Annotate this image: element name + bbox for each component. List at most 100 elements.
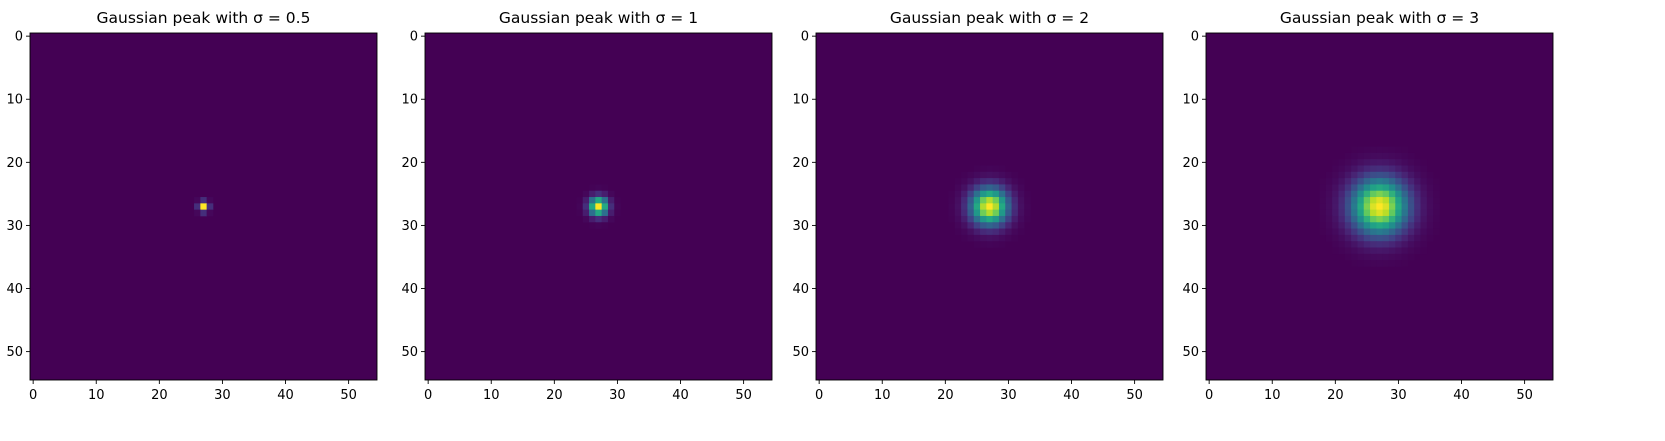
heatmap-cell	[1332, 165, 1339, 173]
heatmap-cell	[1433, 190, 1440, 198]
heatmap-cell	[1388, 203, 1396, 211]
heatmap-cell	[1344, 247, 1352, 255]
heatmap-cell	[980, 165, 987, 173]
heatmap-cell	[1376, 215, 1384, 223]
heatmap-cell	[1376, 159, 1384, 166]
heatmap-cell	[1395, 178, 1402, 185]
heatmap-cell	[194, 209, 201, 217]
heatmap-cell	[1344, 253, 1352, 261]
heatmap-cell	[986, 228, 994, 236]
y-tick-label: 50	[1182, 345, 1199, 360]
heatmap-cell	[589, 184, 596, 192]
heatmap-cell	[954, 222, 962, 229]
heatmap-cell	[986, 215, 994, 223]
x-tick-label: 40	[672, 388, 689, 403]
heatmap-cell	[1370, 253, 1377, 261]
heatmap-cell	[1363, 215, 1371, 223]
heatmap-cell	[1363, 184, 1371, 192]
heatmap-cell	[998, 215, 1006, 223]
heatmap-cell	[1376, 203, 1384, 211]
heatmap-cell	[1420, 215, 1428, 223]
heatmap-cell	[601, 222, 609, 229]
heatmap-cell	[998, 241, 1006, 248]
heatmap-cell	[1011, 228, 1019, 236]
heatmap-cell	[1357, 260, 1365, 267]
heatmap-cell	[1414, 190, 1421, 198]
heatmap-cell	[980, 190, 987, 198]
heatmap-cell	[1017, 228, 1025, 236]
y-tick-label: 30	[1182, 219, 1199, 234]
heatmap-cell	[1363, 234, 1371, 242]
y-tick-label: 0	[801, 30, 809, 45]
heatmap-cell	[1325, 184, 1333, 192]
heatmap-cell	[1401, 159, 1409, 166]
heatmap-cell	[1395, 159, 1402, 166]
x-tick-label: 0	[1205, 388, 1213, 403]
heatmap-cell	[1382, 234, 1390, 242]
heatmap-cell	[1017, 222, 1025, 229]
heatmap-cell	[1357, 222, 1365, 229]
heatmap-cell	[998, 222, 1006, 229]
heatmap-cell	[1017, 215, 1025, 223]
x-tick-label: 50	[1126, 388, 1143, 403]
axes-frame	[424, 32, 773, 381]
x-tick-label: 10	[88, 388, 105, 403]
heatmap-cell	[992, 171, 1000, 179]
y-tick-label: 10	[401, 93, 418, 108]
heatmap-cell	[576, 203, 584, 211]
heatmap-cell	[1426, 215, 1434, 223]
heatmap-cell	[1357, 253, 1365, 261]
heatmap-cell	[1319, 222, 1327, 229]
heatmap-cell	[1338, 171, 1346, 179]
heatmap-cell	[973, 215, 981, 223]
heatmap-cell	[1401, 171, 1409, 179]
heatmap-cell	[1319, 228, 1327, 236]
heatmap-cell	[1401, 146, 1409, 154]
heatmap-cell	[1370, 228, 1377, 236]
heatmap-cell	[1407, 253, 1415, 261]
heatmap-cell	[1017, 203, 1025, 211]
heatmap-cell	[1011, 222, 1019, 229]
heatmap-cell	[1420, 228, 1428, 236]
heatmap-cell	[595, 197, 603, 204]
axes-frame	[815, 32, 1164, 381]
heatmap-cell	[961, 184, 968, 192]
heatmap-cell	[1357, 190, 1365, 198]
heatmap-cell	[1433, 203, 1440, 211]
heatmap-cell	[601, 203, 609, 211]
heatmap-cell	[1338, 203, 1346, 211]
heatmap-cell	[1357, 203, 1365, 211]
heatmap-cell	[961, 209, 968, 217]
heatmap-cell	[1338, 222, 1346, 229]
x-tick-label: 30	[1390, 388, 1407, 403]
heatmap-cell	[1338, 247, 1346, 255]
heatmap-cell	[1433, 197, 1440, 204]
heatmap-cell	[1388, 215, 1396, 223]
heatmap-cell	[1407, 197, 1415, 204]
heatmap-cell	[973, 165, 981, 173]
heatmap-cell	[1376, 190, 1384, 198]
heatmap-cell	[1325, 234, 1333, 242]
heatmap-cell	[1388, 171, 1396, 179]
heatmap-cell	[1325, 203, 1333, 211]
heatmap-cell	[1420, 222, 1428, 229]
heatmap-cell	[1388, 260, 1396, 267]
heatmap-cell	[1325, 222, 1333, 229]
heatmap-cell	[980, 241, 987, 248]
heatmap-cell	[1332, 215, 1339, 223]
heatmap-cell	[607, 197, 615, 204]
heatmap-cell	[986, 203, 994, 211]
heatmap-cell	[1382, 152, 1390, 160]
heatmap-cell	[1351, 171, 1358, 179]
heatmap-cell	[1433, 222, 1440, 229]
heatmap-cell	[1011, 209, 1019, 217]
heatmap-cell	[1401, 234, 1409, 242]
heatmap-cell	[1407, 209, 1415, 217]
heatmap-cell	[1401, 228, 1409, 236]
heatmap-cell	[1344, 228, 1352, 236]
heatmap-cell	[1395, 247, 1402, 255]
x-tick-label: 40	[1453, 388, 1470, 403]
x-tick-label: 30	[1000, 388, 1017, 403]
heatmap-cell	[1407, 178, 1415, 185]
